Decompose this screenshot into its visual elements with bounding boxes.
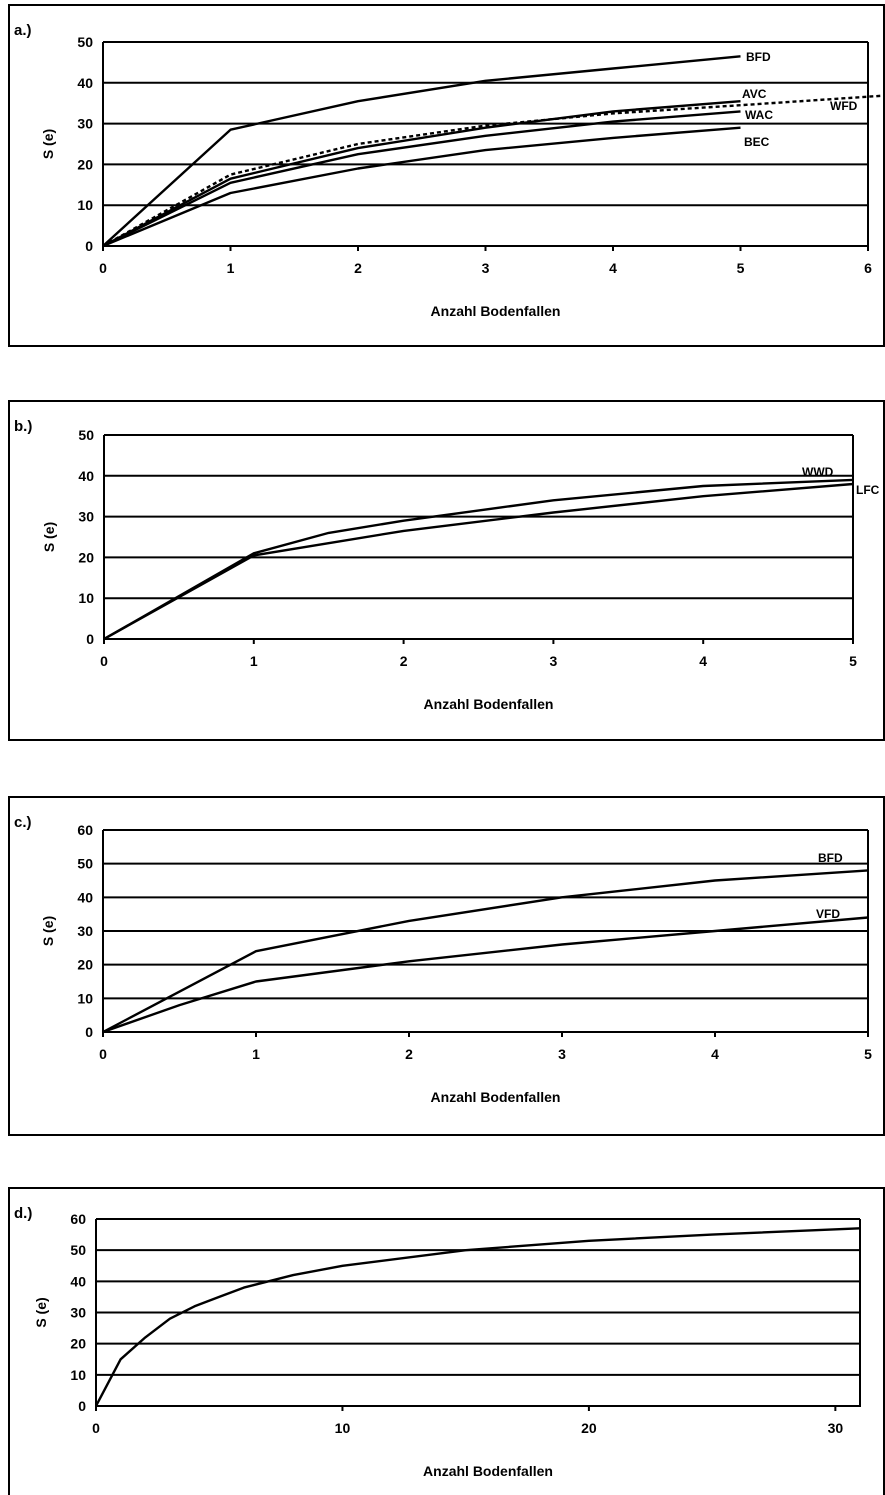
series-label: VFD	[816, 907, 840, 921]
x-tick-label: 4	[609, 260, 617, 276]
series-label: WAC	[745, 108, 773, 122]
series-label: WWD	[802, 465, 834, 479]
y-tick-label: 60	[70, 1211, 86, 1227]
y-tick-label: 50	[77, 856, 93, 872]
series-line	[102, 94, 885, 248]
line-chart: 0 10 20 30 40 50 0 1 2 3 4 5 6 Anzahl Bodenfallen S (e…	[40, 34, 885, 319]
y-tick-label: 0	[85, 238, 93, 254]
y-tick-label: 40	[70, 1273, 86, 1289]
y-tick-label: 40	[77, 889, 93, 905]
series-label: AVC	[742, 87, 767, 101]
panel-label: d.)	[14, 1205, 33, 1222]
y-tick-label: 30	[70, 1305, 86, 1321]
x-tick-label: 5	[849, 653, 857, 669]
line-chart: 0 10 20 30 40 50 60 0 10 20 30 Anzahl Bodenfallen S …	[33, 1211, 861, 1479]
x-tick-label: 20	[581, 1420, 597, 1436]
y-tick-label: 0	[78, 1398, 86, 1414]
y-tick-label: 50	[78, 427, 94, 443]
y-tick-label: 60	[77, 822, 93, 838]
x-tick-label: 0	[99, 1046, 107, 1062]
series-line	[102, 126, 741, 248]
panel-label: b.)	[14, 418, 33, 435]
series-line	[103, 482, 854, 641]
y-tick-label: 10	[77, 990, 93, 1006]
x-tick-label: 3	[550, 653, 558, 669]
series-line	[103, 478, 854, 641]
series-label: BFD	[746, 50, 771, 64]
x-tick-label: 0	[92, 1420, 100, 1436]
x-tick-label: 1	[227, 260, 235, 276]
y-tick-label: 30	[78, 509, 94, 525]
chart-panel-a: a.) 0 10 20 30 40 50 0 1 2 3 4 5 6 Anzahl Bodenfallen…	[8, 4, 885, 347]
x-axis-title: Anzahl Bodenfallen	[424, 696, 554, 712]
series-label: WFD	[830, 99, 858, 113]
x-tick-label: 0	[99, 260, 107, 276]
x-tick-label: 5	[737, 260, 745, 276]
x-tick-label: 6	[864, 260, 872, 276]
series-line	[94, 1227, 861, 1407]
y-axis-title: S (e)	[33, 1297, 49, 1327]
x-axis-title: Anzahl Bodenfallen	[431, 1089, 561, 1105]
series-line	[102, 869, 869, 1034]
line-chart: 0 10 20 30 40 50 60 0 1 2 3 4 5 Anzahl Bodenfallen S (…	[40, 822, 872, 1105]
panel-label: c.)	[14, 814, 32, 831]
y-tick-label: 10	[78, 590, 94, 606]
y-tick-label: 10	[70, 1367, 86, 1383]
x-tick-label: 2	[405, 1046, 413, 1062]
x-tick-label: 1	[252, 1046, 260, 1062]
y-tick-label: 50	[70, 1242, 86, 1258]
y-axis-title: S (e)	[41, 522, 57, 552]
y-tick-label: 20	[77, 156, 93, 172]
plot-frame	[103, 435, 854, 640]
y-tick-label: 20	[78, 549, 94, 565]
x-axis-title: Anzahl Bodenfallen	[431, 303, 561, 319]
y-tick-label: 40	[78, 468, 94, 484]
y-tick-label: 30	[77, 116, 93, 132]
line-chart: 0 10 20 30 40 50 0 1 2 3 4 5 Anzahl Bodenfallen S (e)…	[41, 427, 880, 712]
series-line	[102, 55, 741, 247]
y-tick-label: 40	[77, 75, 93, 91]
plot-frame	[95, 1219, 861, 1407]
y-axis-title: S (e)	[40, 129, 56, 159]
chart-panel-d: d.) 0 10 20 30 40 50 60 0 10 20 30 Anzahl Bodenfall…	[8, 1187, 885, 1495]
y-tick-label: 10	[77, 197, 93, 213]
y-axis-title: S (e)	[40, 916, 56, 946]
series-line	[102, 916, 869, 1034]
series-line	[102, 110, 741, 248]
series-label: BEC	[744, 135, 770, 149]
series-label: LFC	[856, 483, 880, 497]
y-tick-label: 20	[70, 1336, 86, 1352]
series-label: BFD	[818, 851, 843, 865]
chart-panel-b: b.) 0 10 20 30 40 50 0 1 2 3 4 5 Anzahl Bodenfallen S…	[8, 400, 885, 741]
x-tick-label: 1	[250, 653, 258, 669]
x-tick-label: 10	[335, 1420, 351, 1436]
x-tick-label: 3	[482, 260, 490, 276]
y-tick-label: 50	[77, 34, 93, 50]
y-tick-label: 0	[85, 1024, 93, 1040]
x-tick-label: 5	[864, 1046, 872, 1062]
x-tick-label: 4	[699, 653, 707, 669]
x-tick-label: 30	[828, 1420, 844, 1436]
panel-label: a.)	[14, 22, 32, 39]
x-tick-label: 2	[400, 653, 408, 669]
x-tick-label: 4	[711, 1046, 719, 1062]
series-line	[102, 100, 741, 248]
x-tick-label: 2	[354, 260, 362, 276]
x-axis-title: Anzahl Bodenfallen	[423, 1463, 553, 1479]
y-tick-label: 20	[77, 957, 93, 973]
chart-panel-c: c.) 0 10 20 30 40 50 60 0 1 2 3 4 5 Anzahl Bodenfalle…	[8, 796, 885, 1136]
x-tick-label: 0	[100, 653, 108, 669]
plot-frame	[102, 830, 869, 1033]
y-tick-label: 30	[77, 923, 93, 939]
x-tick-label: 3	[558, 1046, 566, 1062]
y-tick-label: 0	[86, 631, 94, 647]
